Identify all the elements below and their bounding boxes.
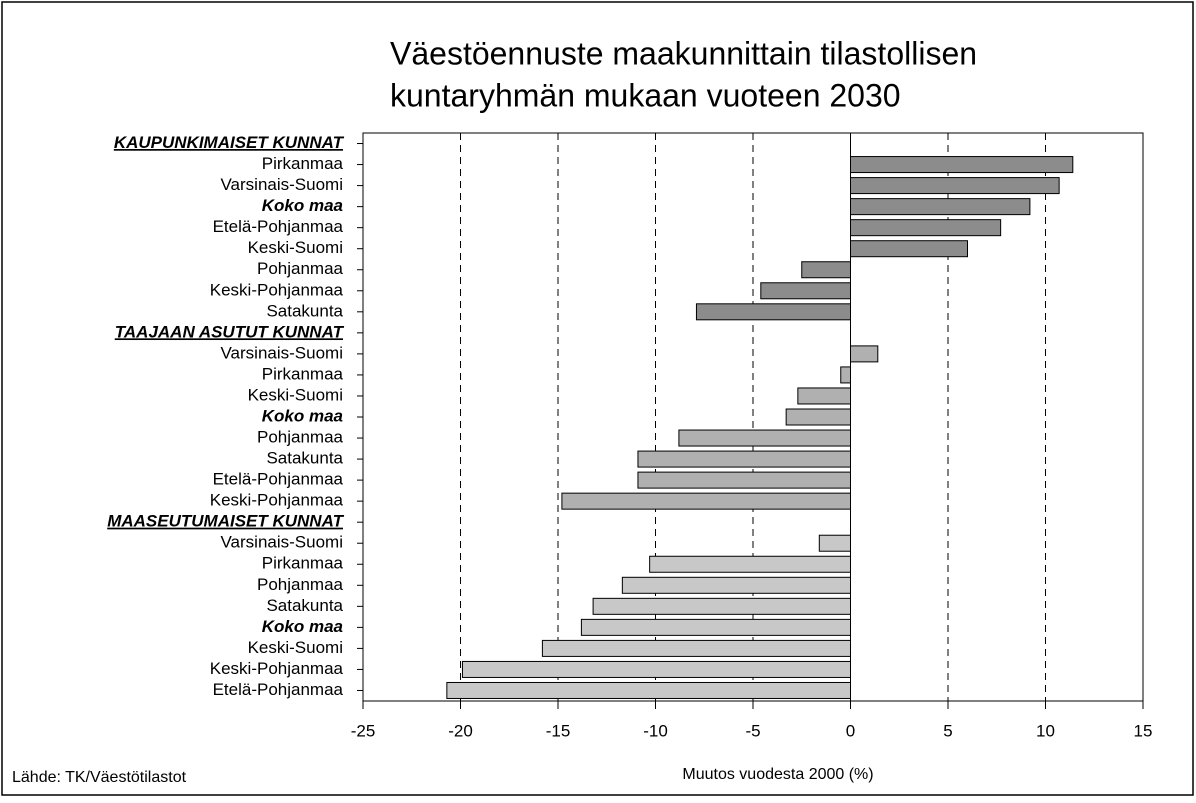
bar xyxy=(695,303,852,321)
y-tick-label: Keski-Pohjanmaa xyxy=(210,491,344,510)
x-tick-label: 10 xyxy=(1036,721,1055,740)
x-tick-label: -25 xyxy=(351,721,376,740)
x-axis-label: Muutos vuodesta 2000 (%) xyxy=(682,766,873,783)
y-tick-label: Etelä-Pohjanmaa xyxy=(213,680,344,699)
y-tick-label: Keski-Suomi xyxy=(248,238,343,257)
x-tick-label: -10 xyxy=(643,721,668,740)
y-tick-label: Etelä-Pohjanmaa xyxy=(213,470,344,489)
bar xyxy=(801,261,851,279)
y-tick-label: Etelä-Pohjanmaa xyxy=(213,217,344,236)
bar xyxy=(649,555,852,573)
x-tick-label: 0 xyxy=(846,721,855,740)
y-tick-label: Keski-Suomi xyxy=(248,638,343,657)
bar xyxy=(678,429,852,447)
bar xyxy=(850,219,1002,237)
y-tick-label: Satakunta xyxy=(266,449,343,468)
y-tick-label: Varsinais-Suomi xyxy=(220,533,343,552)
bar xyxy=(637,450,852,468)
bar xyxy=(760,282,851,300)
chart-title: Väestöennuste maakunnittain tilastollise… xyxy=(390,35,977,71)
y-tick-label: Pirkanmaa xyxy=(262,364,344,383)
bar xyxy=(818,534,851,552)
y-tick-label: Varsinais-Suomi xyxy=(220,343,343,362)
y-tick-label: Keski-Pohjanmaa xyxy=(210,659,344,678)
bar xyxy=(850,240,968,258)
bar xyxy=(561,492,852,510)
bar xyxy=(580,618,852,636)
y-tick-label: Satakunta xyxy=(266,596,343,615)
y-tick-label: Pirkanmaa xyxy=(262,154,344,173)
y-tick-label: MAASEUTUMAISET KUNNAT xyxy=(107,512,344,531)
bar xyxy=(592,597,851,615)
y-tick-label: KAUPUNKIMAISET KUNNAT xyxy=(114,133,345,152)
bar xyxy=(446,681,851,699)
x-tick-label: 15 xyxy=(1134,721,1153,740)
bar xyxy=(850,198,1031,216)
bar xyxy=(461,660,851,678)
y-tick-label: TAAJAAN ASUTUT KUNNAT xyxy=(115,322,345,341)
y-tick-label: Koko maa xyxy=(262,196,343,215)
y-tick-label: Koko maa xyxy=(262,617,343,636)
bar xyxy=(797,387,851,405)
bar xyxy=(785,408,852,426)
x-tick-label: -5 xyxy=(745,721,760,740)
bar xyxy=(850,156,1074,174)
y-tick-label: Keski-Suomi xyxy=(248,385,343,404)
bar xyxy=(840,366,851,384)
y-tick-label: Varsinais-Suomi xyxy=(220,175,343,194)
y-tick-label: Satakunta xyxy=(266,301,343,320)
bar xyxy=(621,576,851,594)
x-tick-label: -15 xyxy=(546,721,571,740)
source: Lähde: TK/Väestötilastot xyxy=(12,769,187,786)
chart-title: kuntaryhmän mukaan vuoteen 2030 xyxy=(390,77,901,113)
x-tick-label: 5 xyxy=(943,721,952,740)
y-tick-label: Keski-Pohjanmaa xyxy=(210,280,344,299)
x-tick-label: -20 xyxy=(448,721,473,740)
bar xyxy=(637,471,852,489)
y-tick-label: Koko maa xyxy=(262,406,343,425)
y-tick-label: Pirkanmaa xyxy=(262,554,344,573)
bar xyxy=(850,345,879,363)
bar xyxy=(850,177,1060,195)
y-tick-label: Pohjanmaa xyxy=(257,575,344,594)
y-tick-label: Pohjanmaa xyxy=(257,428,344,447)
bar xyxy=(541,639,852,657)
y-tick-label: Pohjanmaa xyxy=(257,259,344,278)
